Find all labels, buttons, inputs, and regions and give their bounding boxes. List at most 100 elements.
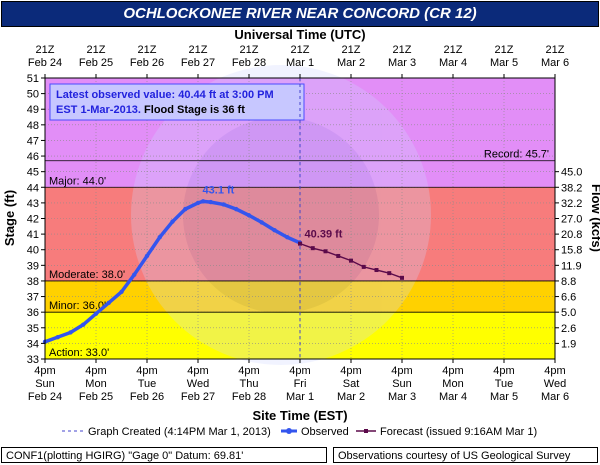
local-date-label: Mar 6 [541,391,569,403]
flow-tick-label: 27.0 [561,214,582,226]
flow-tick-label: 6.6 [561,292,576,304]
local-time-label: 4pm [340,365,361,377]
local-time-label: 4pm [85,365,106,377]
observed-point [221,202,226,207]
minor-label: Minor: 36.0' [49,300,106,312]
utc-date-label: Mar 2 [337,57,365,69]
title-bar: OCHLOCKONEE RIVER NEAR CONCORD (CR 12) [1,1,599,27]
info-line-2-date: EST 1-Mar-2013. [56,104,141,116]
utc-date-label: Feb 26 [130,57,164,69]
observed-point [68,330,73,335]
local-day-label: Wed [187,378,209,390]
observed-point [119,289,124,295]
local-day-label: Sun [35,378,55,390]
utc-date-label: Mar 4 [439,57,467,69]
site-time-axis-title: Site Time (EST) [252,408,347,423]
local-time-label: 4pm [442,365,463,377]
local-day-label: Mon [442,378,463,390]
observed-point [183,206,188,212]
flow-tick-label: 2.6 [561,323,576,335]
stage-tick-label: 46 [27,151,39,163]
stage-tick-label: 51 [27,73,39,85]
local-time-label: 4pm [34,365,55,377]
observed-point [234,206,239,212]
utc-tick-label: 21Z [291,44,310,56]
stage-tick-label: 50 [27,89,39,101]
local-date-label: Feb 25 [79,391,113,403]
utc-tick-label: 21Z [36,44,55,56]
observed-point [208,199,213,205]
stage-tick-label: 34 [27,338,39,350]
utc-axis-title: Universal Time (UTC) [234,27,365,42]
forecast-point [374,268,379,273]
utc-tick-label: 21Z [189,44,208,56]
info-box [49,83,305,121]
utc-tick-label: 21Z [444,44,463,56]
utc-date-label: Feb 25 [79,57,113,69]
utc-tick-label: 21Z [240,44,259,56]
watermark-inner-disc [183,117,379,313]
stage-tick-label: 36 [27,307,39,319]
observed-point [55,334,60,340]
info-flood-stage: Flood Stage is 36 ft [141,104,245,116]
flow-tick-label: 8.8 [561,276,576,288]
local-date-label: Mar 3 [388,391,416,403]
local-date-label: Mar 1 [286,391,314,403]
local-day-label: Tue [138,378,157,390]
observed-point [200,199,206,204]
observed-line [44,199,301,344]
utc-tick-label: 21Z [87,44,106,56]
forecast-point [310,246,315,251]
flow-tick-label: 45.0 [561,167,582,179]
stage-tick-label: 41 [27,229,39,241]
local-time-label: 4pm [187,365,208,377]
local-date-label: Feb 28 [232,391,266,403]
utc-date-label: Feb 28 [232,57,266,69]
stage-tick-label: 48 [27,120,39,132]
local-day-label: Sun [392,378,412,390]
stage-tick-label: 35 [27,323,39,335]
observed-point [93,311,99,316]
local-date-label: Feb 26 [130,391,164,403]
stage-axis-title: Stage (ft) [2,190,17,246]
observed-point [170,219,175,224]
local-day-label: Mon [85,378,106,390]
forecast-point [387,271,392,276]
chart-title: OCHLOCKONEE RIVER NEAR CONCORD (CR 12) [123,5,477,22]
noaa-watermark [131,65,431,365]
forecast-point [349,258,353,263]
info-line-2: EST 1-Mar-2013. Flood Stage is 36 ft [56,104,245,116]
stage-tick-label: 49 [27,104,39,116]
local-date-label: Mar 2 [337,391,365,403]
local-date-label: Mar 4 [439,391,467,403]
utc-tick-label: 21Z [138,44,157,56]
stage-tick-label: 43 [27,198,39,210]
local-time-label: 4pm [544,365,565,377]
local-day-label: Fri [294,378,307,390]
observed-annotation: 43.1 ft [203,184,235,196]
forecast-point [400,275,404,280]
observed-point [195,200,201,206]
stage-tick-label: 42 [27,214,39,226]
utc-date-label: Mar 1 [286,57,314,69]
forecast-annotation: 40.39 ft [305,229,343,241]
utc-tick-label: 21Z [546,44,565,56]
local-day-label: Tue [495,378,514,390]
major-label: Major: 44.0' [49,175,106,187]
datum-footer: CONF1(plotting HGIRG) "Gage 0" Datum: 69… [1,447,327,463]
utc-date-label: Feb 24 [28,57,62,69]
utc-tick-label: 21Z [393,44,412,56]
legend-forecast-marker [364,429,368,433]
flow-tick-label: 32.2 [561,198,582,210]
local-time-label: 4pm [391,365,412,377]
flow-tick-label: 5.0 [561,307,576,319]
legend-graph-created-label: Graph Created (4:14PM Mar 1, 2013) [88,426,271,438]
forecast-point [336,253,341,258]
observed-point [259,220,264,225]
observed-point [106,300,111,305]
flow-tick-label: 15.8 [561,245,582,257]
local-day-label: Wed [544,378,566,390]
forecast-point [361,264,366,269]
